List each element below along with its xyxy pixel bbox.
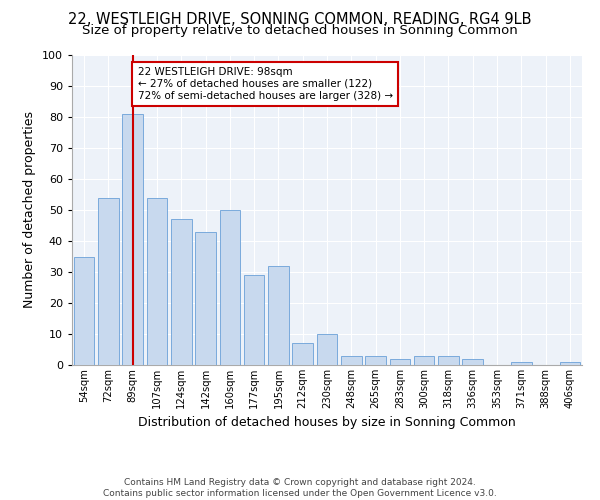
Bar bbox=[365, 356, 386, 365]
Bar bbox=[389, 359, 410, 365]
Text: 22, WESTLEIGH DRIVE, SONNING COMMON, READING, RG4 9LB: 22, WESTLEIGH DRIVE, SONNING COMMON, REA… bbox=[68, 12, 532, 28]
Text: 22 WESTLEIGH DRIVE: 98sqm
← 27% of detached houses are smaller (122)
72% of semi: 22 WESTLEIGH DRIVE: 98sqm ← 27% of detac… bbox=[137, 68, 392, 100]
Bar bbox=[317, 334, 337, 365]
Bar bbox=[511, 362, 532, 365]
Bar bbox=[292, 344, 313, 365]
Y-axis label: Number of detached properties: Number of detached properties bbox=[23, 112, 37, 308]
Bar bbox=[560, 362, 580, 365]
Bar bbox=[463, 359, 483, 365]
Bar bbox=[122, 114, 143, 365]
Bar bbox=[438, 356, 459, 365]
Bar bbox=[98, 198, 119, 365]
Text: Size of property relative to detached houses in Sonning Common: Size of property relative to detached ho… bbox=[82, 24, 518, 37]
Bar bbox=[146, 198, 167, 365]
Bar bbox=[220, 210, 240, 365]
X-axis label: Distribution of detached houses by size in Sonning Common: Distribution of detached houses by size … bbox=[138, 416, 516, 430]
Bar bbox=[414, 356, 434, 365]
Bar bbox=[74, 256, 94, 365]
Text: Contains HM Land Registry data © Crown copyright and database right 2024.
Contai: Contains HM Land Registry data © Crown c… bbox=[103, 478, 497, 498]
Bar bbox=[195, 232, 216, 365]
Bar bbox=[341, 356, 362, 365]
Bar bbox=[171, 220, 191, 365]
Bar bbox=[268, 266, 289, 365]
Bar bbox=[244, 275, 265, 365]
